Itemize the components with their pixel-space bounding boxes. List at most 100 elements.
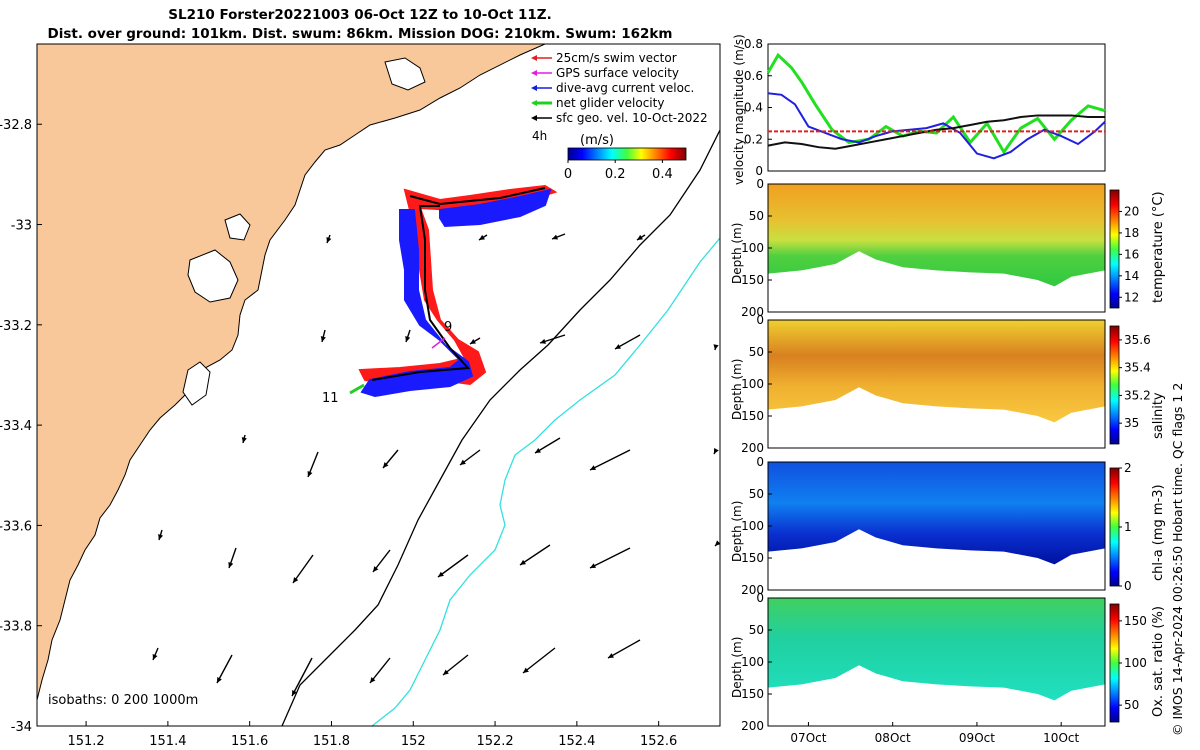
section-data-field: [768, 320, 1105, 423]
map-y-tick-label: -33: [11, 219, 32, 234]
velocity-arrow-head: [479, 234, 485, 240]
legend-swatch-head: [531, 70, 537, 76]
velocity-arrow-head: [615, 344, 621, 349]
section-colorbar-tick-label: 12: [1124, 290, 1139, 304]
velocity-arrow: [589, 449, 631, 471]
section-y-tick-label: 50: [749, 487, 764, 501]
velocity-arrow: [216, 654, 233, 684]
velocity-series-line: [767, 114, 1105, 150]
map-panel: 9 11 isobaths: 0 200 1000m 151.2 151.4 151…: [0, 43, 721, 749]
velocity-arrow-head: [307, 471, 313, 477]
velocity-arrow: [292, 554, 314, 584]
map-x-tick-label: 151.4: [149, 734, 186, 749]
velocity-arrow: [519, 544, 551, 566]
section-y-tick-label: 100: [741, 377, 764, 391]
velocity-arrow-head: [320, 336, 326, 342]
section-y-tick-label: 50: [749, 209, 764, 223]
colorbar-tick-label: 0.2: [605, 167, 626, 182]
section-colorbar-tick-label: 35.2: [1124, 388, 1151, 402]
map-x-axis: 151.2 151.4 151.6 151.8 152 152.2 152.4 152.6: [67, 721, 677, 749]
velocity-arrow-shaft: [519, 544, 551, 566]
velocity-y-tick-label: 0: [755, 164, 763, 178]
velocity-arrow-head: [715, 540, 720, 546]
time-axis: 07Oct 08Oct 09Oct 10Oct: [790, 722, 1079, 745]
velocity-arrow: [614, 334, 641, 350]
velocity-arrow-head: [590, 465, 596, 470]
map-x-tick-label: 151.8: [313, 734, 350, 749]
section-colorbar-tick-label: 2: [1124, 461, 1132, 475]
velocity-arrow: [469, 337, 481, 345]
velocity-arrow: [241, 434, 247, 444]
velocity-arrow-shaft: [292, 554, 314, 584]
velocity-arrow-head: [217, 677, 222, 683]
section-panel: 0 50 100 150 200 Depth (m) 0 1 2 chl-a (mg m-3): [730, 455, 1166, 597]
velocity-arrow-shaft: [589, 547, 631, 569]
velocity-series-line: [767, 92, 1106, 160]
velocity-arrow-head: [714, 448, 719, 454]
velocity-arrow-head: [326, 237, 332, 243]
velocity-arrow: [522, 647, 556, 674]
section-y-tick-label: 50: [749, 345, 764, 359]
velocity-arrow: [437, 554, 469, 578]
section-y-tick-label: 200: [741, 305, 764, 319]
section-colorbar-tick-label: 0: [1124, 579, 1132, 593]
velocity-arrow: [307, 451, 319, 478]
velocity-arrow-shaft: [437, 554, 469, 578]
velocity-arrow-shaft: [291, 657, 313, 697]
velocity-arrow: [382, 449, 399, 469]
time-tick-label: 10Oct: [1043, 731, 1079, 745]
section-y-tick-label: 200: [741, 719, 764, 733]
velocity-arrow-head: [158, 534, 164, 540]
section-y-tick-label: 200: [741, 441, 764, 455]
map-x-tick-label: 152.4: [558, 734, 595, 749]
section-y-tick-label: 0: [756, 455, 764, 469]
legend-label: dive-avg current veloc.: [556, 81, 694, 95]
isobath-1000: [371, 237, 720, 726]
velocity-arrow-head: [405, 336, 411, 342]
map-y-tick-label: -32.8: [0, 118, 32, 133]
section-colorbar-label: Ox. sat. ratio (%): [1151, 606, 1166, 717]
velocity-ylabel: velocity magnitude (m/s): [732, 34, 746, 185]
track-label-9: 9: [444, 320, 452, 335]
chart-title: SL210 Forster20221003 06-Oct 12Z to 10-O…: [0, 6, 720, 44]
section-colorbar-tick-label: 50: [1124, 698, 1139, 712]
section-colorbar: [1109, 325, 1120, 445]
map-x-tick-label: 151.6: [231, 734, 268, 749]
velocity-arrow-shaft: [522, 647, 556, 674]
section-ylabel: Depth (m): [730, 501, 744, 562]
velocity-arrow-head: [520, 559, 526, 565]
lake-3: [384, 57, 426, 91]
section-y-tick-label: 200: [741, 583, 764, 597]
map-x-tick-label: 152: [401, 734, 426, 749]
section-y-tick-label: 100: [741, 241, 764, 255]
velocity-arrow: [442, 654, 469, 676]
legend-swatch-head: [531, 100, 537, 106]
track-label-11: 11: [322, 391, 339, 406]
section-colorbar-label: salinity: [1151, 392, 1166, 439]
map-y-tick-label: -33.6: [0, 519, 32, 534]
velocity-arrow-shaft: [589, 449, 631, 471]
lake-4: [224, 213, 251, 241]
velocity-arrow: [607, 639, 641, 659]
velocity-arrow-head: [552, 234, 558, 240]
colorbar-tick-label: 0.4: [652, 167, 673, 182]
section-y-tick-label: 0: [756, 313, 764, 327]
velocity-arrow-head: [373, 566, 379, 572]
section-y-tick-label: 100: [741, 519, 764, 533]
legend-swatch-head: [531, 85, 537, 91]
velocity-arrow-head: [460, 459, 466, 465]
velocity-arrow: [320, 329, 326, 343]
velocity-arrow-head: [293, 577, 299, 583]
map-y-tick-label: -33.8: [0, 620, 32, 635]
velocity-arrow: [326, 234, 332, 244]
section-y-tick-label: 50: [749, 623, 764, 637]
velocity-arrow-head: [370, 677, 376, 683]
velocity-arrow-head: [152, 654, 158, 660]
velocity-arrow-head: [292, 690, 297, 696]
section-colorbar-tick-label: 100: [1124, 656, 1147, 670]
velocity-arrow: [589, 547, 631, 569]
section-y-tick-label: 150: [741, 273, 764, 287]
velocity-y-tick-label: 0.2: [744, 132, 763, 146]
velocity-arrow-head: [713, 344, 719, 350]
